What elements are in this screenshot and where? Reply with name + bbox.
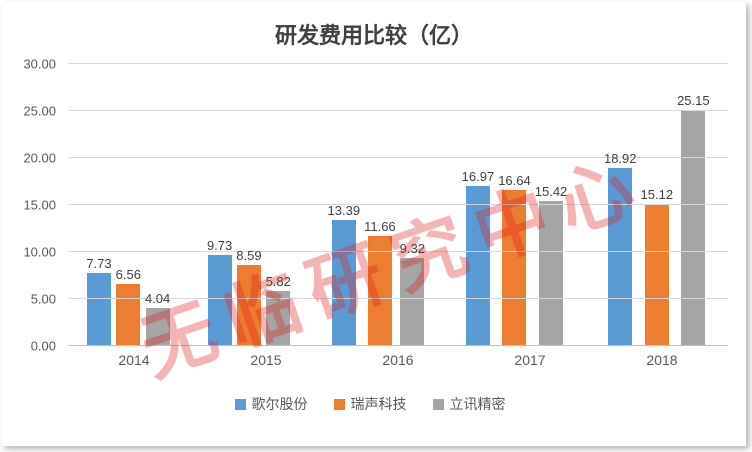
bar — [86, 273, 111, 346]
x-tick-label: 2015 — [250, 352, 282, 368]
bar-value-label: 6.56 — [115, 267, 141, 283]
bar-value-label: 16.64 — [498, 172, 531, 188]
bar-wrap: 16.97 — [461, 169, 495, 346]
bar — [608, 168, 633, 346]
bar — [207, 254, 232, 346]
legend: 歌尔股份 瑞声科技 立讯精密 — [12, 394, 728, 414]
bar — [145, 308, 170, 346]
bar-wrap: 8.59 — [236, 248, 262, 346]
bar-wrap: 25.15 — [677, 93, 710, 346]
y-tick-label: 30.00 — [23, 56, 56, 72]
bar — [236, 265, 261, 346]
gridline — [68, 298, 728, 299]
bar — [681, 109, 706, 346]
x-tick-label: 2016 — [382, 352, 414, 368]
legend-item: 立讯精密 — [432, 394, 506, 414]
y-tick-label: 25.00 — [23, 103, 56, 119]
bar-group: 13.39 11.66 9.32 — [328, 203, 425, 346]
bar-chart: 研发费用比较（亿） 0.00 5.00 10.00 15.00 20.00 25.00 30… — [2, 2, 746, 446]
bar — [644, 203, 669, 346]
bar-group: 7.73 6.56 4.04 — [86, 256, 170, 346]
bar-value-label: 4.04 — [144, 291, 171, 307]
x-tick-label: 2017 — [514, 352, 546, 368]
bar-wrap: 18.92 — [604, 151, 637, 346]
y-tick-label: 10.00 — [23, 244, 56, 260]
bar-wrap: 4.04 — [145, 291, 170, 346]
bar-wrap: 15.42 — [534, 184, 568, 346]
bar — [266, 291, 291, 346]
bar-wrap: 6.56 — [116, 267, 141, 346]
bar-value-label: 15.12 — [640, 186, 674, 202]
legend-item: 瑞声科技 — [333, 394, 407, 414]
bar-wrap: 9.32 — [400, 241, 425, 346]
bar-wrap: 15.12 — [640, 186, 674, 346]
bar-wrap: 9.73 — [207, 238, 232, 346]
bar-value-label: 11.66 — [364, 219, 396, 235]
y-tick-label: 15.00 — [23, 197, 56, 213]
x-tick-label: 2014 — [118, 352, 150, 368]
bar — [539, 201, 564, 346]
bar-value-label: 15.42 — [534, 184, 568, 200]
bar-value-label: 9.73 — [206, 237, 233, 253]
x-tick-label: 2018 — [646, 352, 678, 368]
bar — [116, 284, 141, 346]
bar — [400, 258, 425, 346]
legend-swatch — [432, 398, 444, 410]
y-tick-label: 20.00 — [23, 150, 56, 166]
bar — [331, 220, 356, 346]
bar-value-label: 7.73 — [86, 256, 112, 272]
y-tick-label: 5.00 — [30, 291, 56, 307]
legend-label: 立讯精密 — [449, 396, 506, 412]
gridline — [68, 157, 728, 158]
bar-wrap: 7.73 — [86, 256, 112, 346]
gridline — [68, 251, 728, 252]
bar-value-label: 13.39 — [327, 203, 361, 219]
bar-wrap: 16.64 — [498, 173, 531, 346]
bar-value-label: 9.32 — [399, 241, 425, 257]
bar — [502, 189, 527, 346]
bar-value-label: 5.82 — [265, 274, 291, 290]
legend-label: 瑞声科技 — [350, 396, 407, 412]
bar-group: 9.73 8.59 5.82 — [207, 238, 291, 346]
gridline — [68, 345, 728, 346]
plot-area: 7.73 6.56 4.04 9.73 8.59 5.82 13.39 11.66 9.32 16… — [68, 63, 728, 346]
bar-value-label: 16.97 — [461, 169, 495, 185]
bar-group: 16.97 16.64 15.42 — [461, 169, 568, 346]
legend-item: 歌尔股份 — [234, 394, 308, 414]
bar — [367, 236, 392, 346]
y-axis: 0.00 5.00 10.00 15.00 20.00 25.00 30.00 — [12, 57, 64, 354]
bar-value-label: 25.15 — [677, 92, 710, 108]
bar-wrap: 11.66 — [364, 219, 396, 346]
y-tick-label: 0.00 — [30, 338, 56, 354]
bar — [465, 186, 490, 346]
bars-layer: 7.73 6.56 4.04 9.73 8.59 5.82 13.39 11.66 9.32 16… — [68, 64, 728, 346]
bar-wrap: 13.39 — [327, 203, 361, 346]
legend-swatch — [333, 398, 345, 410]
bar-value-label: 18.92 — [603, 151, 637, 167]
gridline — [68, 63, 728, 64]
bar-group: 18.92 15.12 25.15 — [604, 93, 710, 346]
gridline — [68, 110, 728, 111]
gridline — [68, 204, 728, 205]
legend-label: 歌尔股份 — [251, 396, 308, 412]
legend-swatch — [234, 398, 246, 410]
x-axis: 2014 2015 2016 2017 2018 — [68, 352, 728, 368]
bar-wrap: 5.82 — [266, 274, 291, 346]
bar-value-label: 8.59 — [236, 248, 262, 264]
chart-title: 研发费用比较（亿） — [274, 23, 473, 48]
